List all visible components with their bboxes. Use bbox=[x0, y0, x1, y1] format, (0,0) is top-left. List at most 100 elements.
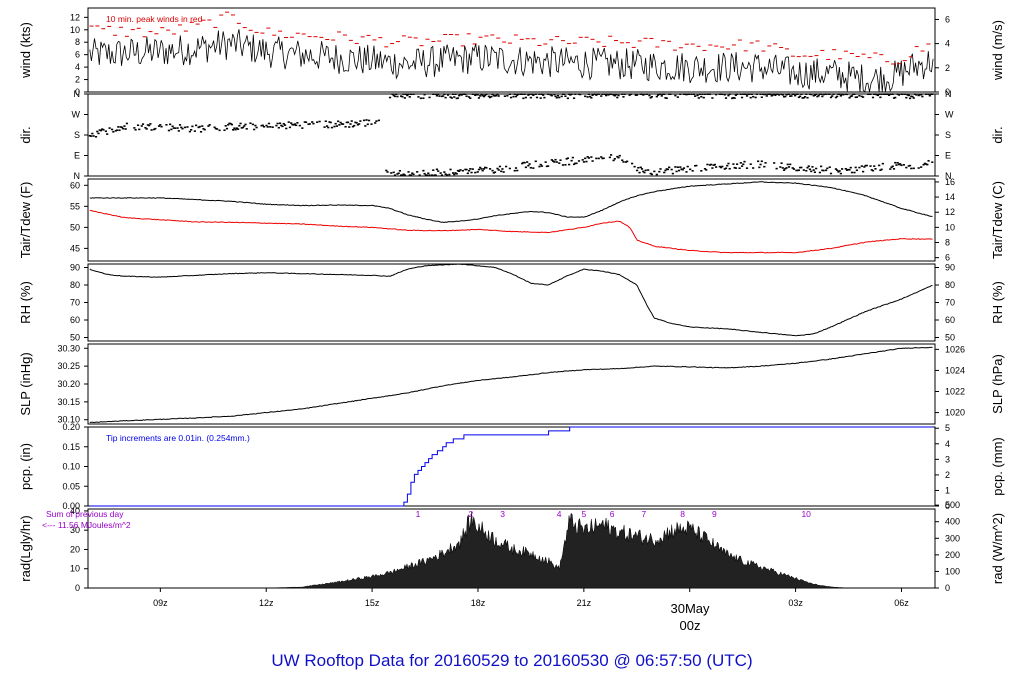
right-tick-label: S bbox=[945, 130, 951, 140]
direction-point bbox=[214, 127, 217, 130]
direction-point bbox=[782, 169, 786, 171]
direction-point bbox=[748, 93, 751, 96]
direction-point bbox=[785, 167, 788, 169]
direction-point bbox=[655, 95, 658, 98]
direction-point bbox=[454, 172, 457, 174]
direction-point bbox=[786, 163, 789, 166]
direction-point bbox=[897, 163, 901, 166]
direction-point bbox=[527, 94, 530, 96]
direction-point bbox=[560, 95, 563, 98]
direction-point bbox=[423, 172, 426, 175]
direction-point bbox=[574, 162, 577, 165]
direction-point bbox=[708, 93, 712, 96]
direction-point bbox=[842, 93, 845, 96]
direction-point bbox=[539, 163, 542, 166]
direction-point bbox=[456, 97, 460, 99]
direction-point bbox=[613, 94, 616, 97]
direction-point bbox=[724, 167, 728, 170]
direction-point bbox=[689, 168, 692, 171]
left-tick-label: 4 bbox=[75, 62, 80, 72]
direction-point bbox=[738, 167, 741, 170]
direction-point bbox=[564, 95, 567, 98]
direction-point bbox=[908, 97, 912, 100]
direction-point bbox=[448, 173, 451, 176]
direction-point bbox=[112, 130, 115, 133]
direction-point bbox=[353, 124, 356, 127]
direction-point bbox=[637, 166, 640, 169]
direction-point bbox=[740, 96, 744, 99]
direction-point bbox=[794, 94, 797, 97]
direction-point bbox=[586, 156, 589, 158]
direction-point bbox=[134, 128, 137, 131]
direction-point bbox=[920, 166, 923, 168]
direction-point bbox=[864, 164, 867, 167]
direction-point bbox=[408, 96, 411, 98]
direction-point bbox=[493, 171, 497, 174]
direction-point bbox=[862, 96, 865, 98]
direction-point bbox=[679, 93, 682, 96]
direction-point bbox=[602, 157, 605, 160]
direction-point bbox=[481, 94, 484, 97]
direction-point bbox=[461, 169, 464, 172]
direction-point bbox=[855, 169, 859, 172]
direction-point bbox=[408, 174, 411, 176]
direction-point bbox=[553, 93, 556, 96]
direction-point bbox=[824, 169, 828, 172]
direction-point bbox=[476, 171, 479, 173]
left-tick-label: 0 bbox=[75, 583, 80, 593]
direction-point bbox=[324, 120, 327, 123]
direction-point bbox=[329, 121, 332, 124]
direction-point bbox=[750, 93, 754, 96]
direction-point bbox=[784, 167, 787, 170]
panel-wind: 0 2 4 6 8 10 12 0 2 4 6 wind (kts) wind (m/s) 10 min.… bbox=[18, 7, 1005, 97]
direction-point bbox=[787, 93, 791, 96]
direction-point bbox=[763, 165, 766, 168]
direction-point bbox=[621, 159, 624, 162]
direction-point bbox=[443, 171, 446, 173]
direction-point bbox=[697, 97, 700, 99]
direction-point bbox=[907, 165, 910, 167]
direction-point bbox=[325, 125, 329, 127]
left-tick-label: 30.25 bbox=[57, 361, 80, 371]
direction-point bbox=[647, 169, 650, 171]
direction-point bbox=[98, 129, 101, 131]
direction-point bbox=[773, 93, 776, 96]
direction-point bbox=[769, 93, 772, 96]
direction-point bbox=[761, 93, 765, 96]
direction-point bbox=[517, 93, 520, 96]
right-axis-label: wind (m/s) bbox=[990, 20, 1005, 81]
direction-point bbox=[682, 93, 686, 96]
direction-point bbox=[799, 166, 802, 169]
direction-point bbox=[253, 128, 256, 131]
direction-point bbox=[570, 159, 573, 162]
direction-point bbox=[554, 158, 557, 161]
direction-point bbox=[782, 95, 786, 98]
direction-point bbox=[816, 95, 819, 98]
direction-point bbox=[649, 172, 652, 175]
direction-point bbox=[663, 93, 666, 96]
x-axis: 09z 12z 15z 18z 21z 03z 06z bbox=[153, 588, 909, 608]
left-tick-label: 30.15 bbox=[57, 397, 80, 407]
direction-point bbox=[912, 97, 915, 99]
left-tick-label: 20 bbox=[70, 544, 80, 554]
direction-point bbox=[532, 94, 535, 97]
direction-point bbox=[601, 93, 604, 96]
direction-point bbox=[475, 93, 478, 96]
direction-point bbox=[288, 126, 292, 129]
direction-point bbox=[871, 96, 875, 99]
direction-point bbox=[590, 156, 593, 158]
direction-point bbox=[528, 93, 531, 96]
direction-point bbox=[490, 95, 493, 98]
direction-point bbox=[308, 123, 311, 125]
direction-point bbox=[700, 170, 703, 172]
direction-point bbox=[778, 94, 781, 96]
direction-point bbox=[690, 93, 693, 96]
direction-point bbox=[610, 93, 613, 96]
direction-point bbox=[148, 124, 151, 127]
right-axis-label: Tair/Tdew (C) bbox=[990, 181, 1005, 259]
right-tick-label: 1020 bbox=[945, 408, 965, 418]
radiation-sum-line1: Sum of previous day bbox=[46, 509, 124, 519]
